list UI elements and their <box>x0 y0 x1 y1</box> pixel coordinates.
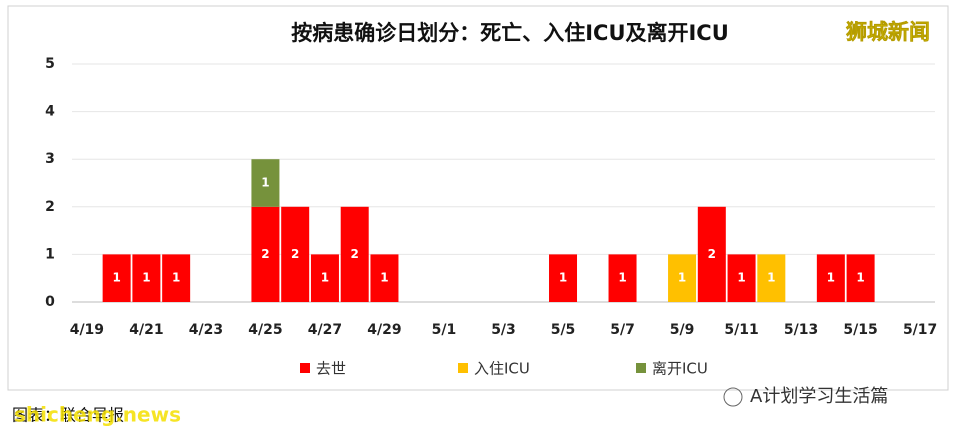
y-tick-label: 4 <box>45 104 55 120</box>
source: 图表：联合早报 <box>12 406 124 425</box>
y-tick-label: 2 <box>45 199 55 215</box>
x-tick-label: 5/13 <box>784 322 818 338</box>
legend-label: 离开ICU <box>652 360 708 378</box>
chart-frame <box>7 5 949 391</box>
legend-label: 入住ICU <box>474 360 530 378</box>
bar-label: 1 <box>618 271 626 285</box>
legend-label: 去世 <box>316 360 346 378</box>
x-tick-label: 4/23 <box>189 322 223 338</box>
y-tick-label: 0 <box>45 294 55 310</box>
x-tick-label: 5/1 <box>432 322 457 338</box>
bar <box>668 254 697 302</box>
bar <box>340 206 369 302</box>
bar-label: 1 <box>172 271 180 285</box>
x-tick-label: 5/5 <box>551 322 576 338</box>
x-tick-label: 5/15 <box>843 322 877 338</box>
bar <box>697 206 726 302</box>
bar <box>846 254 875 302</box>
x-tick-label: 4/19 <box>70 322 104 338</box>
bar-label: 2 <box>261 247 269 261</box>
bar-label: 1 <box>737 271 745 285</box>
bar-label: 1 <box>827 271 835 285</box>
bar-label: 1 <box>767 271 775 285</box>
legend-swatch <box>636 363 646 373</box>
bar-label: 1 <box>856 271 864 285</box>
bar-label: 1 <box>380 271 388 285</box>
bar <box>251 159 280 207</box>
bar-label: 1 <box>142 271 150 285</box>
x-tick-label: 5/7 <box>610 322 635 338</box>
x-tick-label: 5/17 <box>903 322 937 338</box>
x-tick-label: 4/29 <box>367 322 401 338</box>
bar-label: 2 <box>351 247 359 261</box>
watermark: 狮城新闻 <box>846 20 930 44</box>
bar-label: 2 <box>291 247 299 261</box>
bar <box>757 254 786 302</box>
wechat-icon <box>723 387 743 407</box>
bar-label: 2 <box>708 247 716 261</box>
legend-swatch <box>458 363 468 373</box>
x-tick-label: 5/9 <box>670 322 695 338</box>
y-tick-label: 3 <box>45 151 55 167</box>
x-tick-label: 4/25 <box>248 322 282 338</box>
bar-label: 1 <box>678 271 686 285</box>
bar <box>281 206 310 302</box>
bar-label: 1 <box>112 271 120 285</box>
bar <box>608 254 637 302</box>
bar <box>816 254 845 302</box>
chart-title: 按病患确诊日划分：死亡、入住ICU及离开ICU <box>291 21 729 45</box>
bar <box>310 254 339 302</box>
y-tick-label: 1 <box>45 246 55 262</box>
bar-label: 1 <box>321 271 329 285</box>
x-tick-label: 5/11 <box>724 322 758 338</box>
bar <box>727 254 756 302</box>
bar <box>162 254 191 302</box>
bar-label: 1 <box>261 176 269 190</box>
x-tick-label: 5/3 <box>491 322 516 338</box>
x-tick-label: 4/21 <box>129 322 163 338</box>
bar <box>251 206 280 302</box>
bar <box>132 254 161 302</box>
site-watermark: shicheng.news <box>14 403 181 427</box>
legend-swatch <box>300 363 310 373</box>
bar <box>102 254 131 302</box>
bar <box>370 254 399 302</box>
x-tick-label: 4/27 <box>308 322 342 338</box>
bar <box>549 254 578 302</box>
y-tick-label: 5 <box>45 56 55 72</box>
credit: A计划学习生活篇 <box>750 386 888 407</box>
bar-label: 1 <box>559 271 567 285</box>
